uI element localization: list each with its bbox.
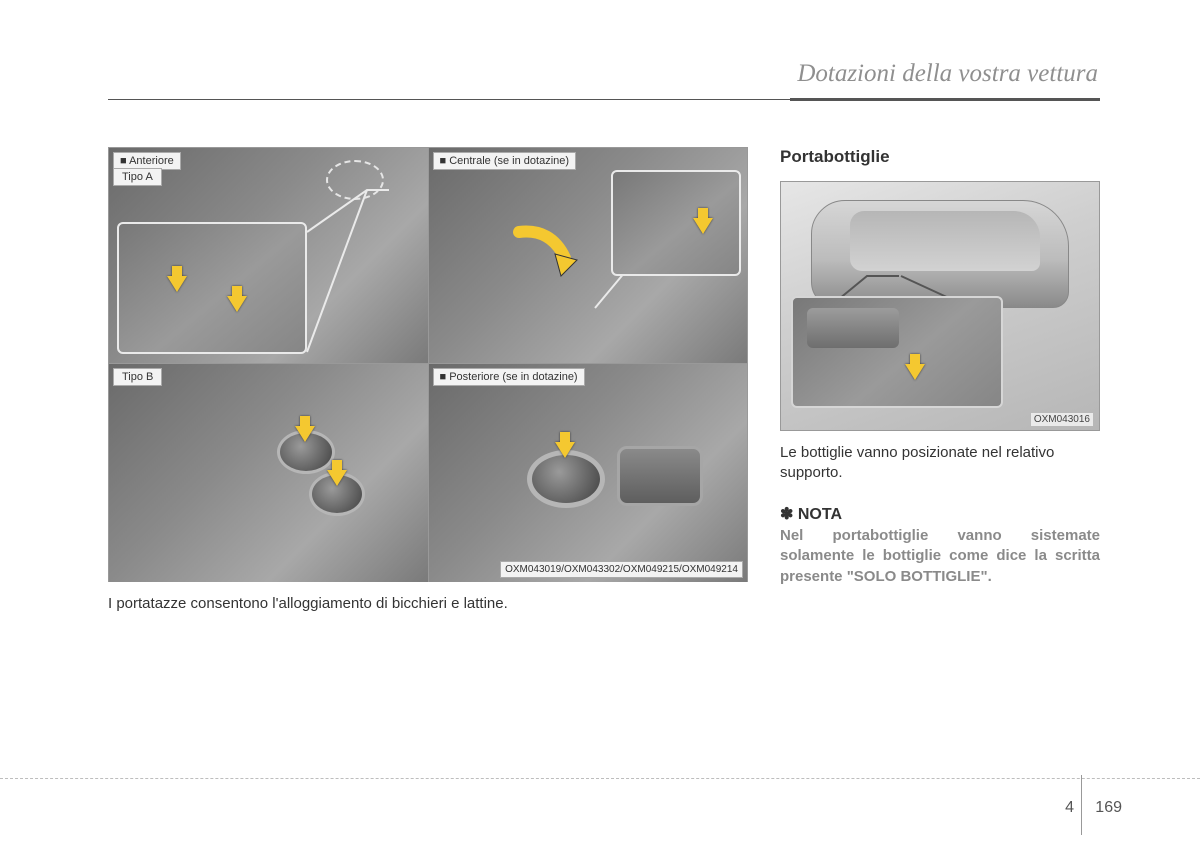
section-number: 4	[1065, 799, 1074, 817]
bottle-holder-figure: OXM043016	[780, 181, 1100, 431]
arrow-down-icon	[227, 296, 247, 312]
rear-tray-icon	[617, 446, 703, 506]
content-row: ■ Anteriore Tipo A ■ Centrale (se in dot…	[108, 147, 1100, 614]
arrow-down-icon	[295, 426, 315, 442]
section-title-portabottiglie: Portabottiglie	[780, 147, 1100, 167]
inset-door-panel	[791, 296, 1003, 408]
arrow-down-icon	[555, 442, 575, 458]
left-column: ■ Anteriore Tipo A ■ Centrale (se in dot…	[108, 147, 748, 614]
page-number-separator	[1081, 775, 1082, 835]
figure-rear: ■ Posteriore (se in dotazine) OXM043019/…	[429, 364, 748, 582]
cupholder-figure-grid: ■ Anteriore Tipo A ■ Centrale (se in dot…	[108, 147, 748, 582]
page-number: 169	[1095, 799, 1122, 817]
figure-front-type-b: Tipo B	[109, 364, 428, 582]
figure-front-type-a: ■ Anteriore Tipo A	[109, 148, 428, 363]
figure-center: ■ Centrale (se in dotazine)	[429, 148, 748, 363]
figure-codes: OXM043019/OXM043302/OXM049215/OXM049214	[500, 561, 743, 578]
curved-arrow-icon	[511, 224, 581, 284]
nota-body: Nel portabottiglie vanno sistemate solam…	[780, 526, 1100, 587]
label-rear: ■ Posteriore (se in dotazine)	[433, 368, 585, 386]
arrow-down-icon	[327, 470, 347, 486]
nota-heading: ✽ NOTA	[780, 504, 1100, 524]
label-type-b: Tipo B	[113, 368, 162, 386]
label-type-a: Tipo A	[113, 168, 162, 186]
window-switch-panel-icon	[807, 308, 899, 348]
manual-page: Dotazioni della vostra vettura ■ Anterio…	[0, 0, 1200, 861]
left-caption: I portatazze consentono l'alloggiamento …	[108, 594, 748, 614]
nota-symbol: ✽	[780, 506, 793, 523]
footer-dash-line	[0, 778, 1200, 779]
nota-label: NOTA	[798, 506, 842, 523]
label-center: ■ Centrale (se in dotazine)	[433, 152, 577, 170]
arrow-down-icon	[693, 218, 713, 234]
header-title: Dotazioni della vostra vettura	[108, 60, 1100, 88]
right-column: Portabottiglie OXM043016 Le bottiglie va…	[780, 147, 1100, 614]
inset-center	[611, 170, 741, 276]
cupholder-icon	[527, 450, 605, 508]
arrow-down-icon	[167, 276, 187, 292]
arrow-down-icon	[905, 364, 925, 380]
header-rule	[108, 98, 1100, 101]
inset-type-a	[117, 222, 307, 354]
right-body-text: Le bottiglie vanno posizionate nel relat…	[780, 443, 1100, 482]
